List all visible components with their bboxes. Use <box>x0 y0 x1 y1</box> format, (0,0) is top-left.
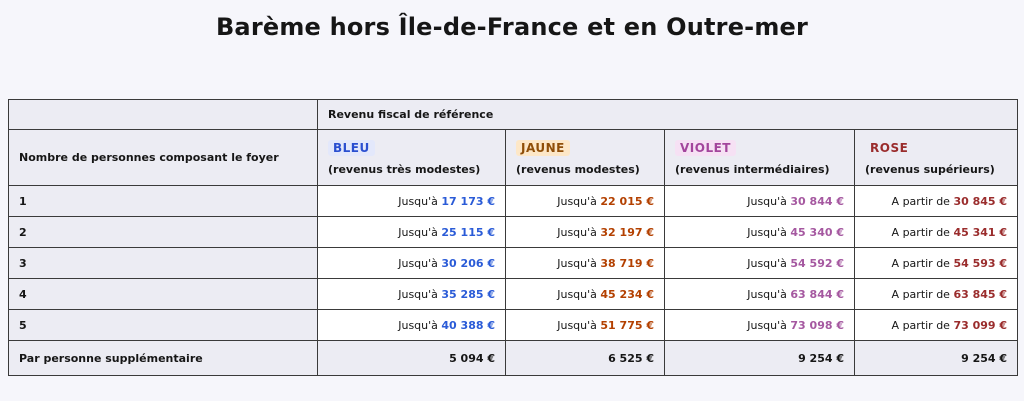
table-row: 4 Jusqu'à 35 285 € Jusqu'à 45 234 € Jusq… <box>8 278 1019 310</box>
cell-prefix: Jusqu'à <box>557 287 597 301</box>
cell-prefix: A partir de <box>891 318 950 332</box>
badge-bleu: BLEU <box>328 139 375 156</box>
row-label: 3 <box>8 247 318 279</box>
category-rose-sub: (revenus supérieurs) <box>865 162 995 176</box>
cell-violet: Jusqu'à 30 844 € <box>664 185 855 217</box>
cell-prefix: Jusqu'à <box>557 256 597 270</box>
footer-value-violet: 9 254 € <box>664 340 855 376</box>
cell-prefix: A partir de <box>891 194 950 208</box>
cell-value: 38 719 € <box>600 256 654 270</box>
cell-violet: Jusqu'à 54 592 € <box>664 247 855 279</box>
row-label: 4 <box>8 278 318 310</box>
cell-value: 54 593 € <box>953 256 1008 270</box>
cell-prefix: Jusqu'à <box>747 225 787 239</box>
empty-header-cell <box>8 99 318 130</box>
cell-jaune: Jusqu'à 22 015 € <box>505 185 665 217</box>
cell-value: 40 388 € <box>441 318 495 332</box>
cell-jaune: Jusqu'à 45 234 € <box>505 278 665 310</box>
cell-value: 25 115 € <box>441 225 495 239</box>
cell-value: 63 844 € <box>790 287 844 301</box>
table-footer-row: Par personne supplémentaire 5 094 € 6 52… <box>8 340 1019 376</box>
cell-prefix: Jusqu'à <box>398 256 438 270</box>
category-bleu: BLEU (revenus très modestes) <box>317 129 506 186</box>
header-revenu-fiscal: Revenu fiscal de référence <box>316 99 1019 130</box>
badge-rose: ROSE <box>870 140 909 155</box>
cell-bleu: Jusqu'à 30 206 € <box>317 247 506 279</box>
cell-prefix: Jusqu'à <box>398 194 438 208</box>
cell-value: 22 015 € <box>600 194 654 208</box>
cell-prefix: Jusqu'à <box>747 287 787 301</box>
page-title: Barème hors Île-de-France et en Outre-me… <box>215 13 809 41</box>
category-violet-sub: (revenus intermédiaires) <box>675 162 830 176</box>
category-jaune-sub: (revenus modestes) <box>516 162 640 176</box>
row-label: 2 <box>8 216 318 248</box>
table-row: 3 Jusqu'à 30 206 € Jusqu'à 38 719 € Jusq… <box>8 247 1019 279</box>
cell-prefix: Jusqu'à <box>557 225 597 239</box>
table-row: 5 Jusqu'à 40 388 € Jusqu'à 51 775 € Jusq… <box>8 309 1019 341</box>
category-bleu-sub: (revenus très modestes) <box>328 162 481 176</box>
cell-value: 45 341 € <box>953 225 1008 239</box>
cell-bleu: Jusqu'à 40 388 € <box>317 309 506 341</box>
cell-prefix: Jusqu'à <box>557 194 597 208</box>
badge-violet: VIOLET <box>675 139 736 156</box>
cell-bleu: Jusqu'à 25 115 € <box>317 216 506 248</box>
cell-rose: A partir de 30 845 € <box>853 185 1019 217</box>
cell-prefix: Jusqu'à <box>747 318 787 332</box>
cell-bleu: Jusqu'à 35 285 € <box>317 278 506 310</box>
table-header-row-top: Revenu fiscal de référence <box>8 99 1019 130</box>
cell-prefix: Jusqu'à <box>398 225 438 239</box>
cell-rose: A partir de 63 845 € <box>853 278 1019 310</box>
table-row: 1 Jusqu'à 17 173 € Jusqu'à 22 015 € Jusq… <box>8 185 1019 217</box>
badge-jaune: JAUNE <box>516 139 570 156</box>
cell-bleu: Jusqu'à 17 173 € <box>317 185 506 217</box>
cell-value: 30 844 € <box>790 194 844 208</box>
cell-value: 54 592 € <box>790 256 844 270</box>
cell-jaune: Jusqu'à 51 775 € <box>505 309 665 341</box>
cell-value: 17 173 € <box>441 194 495 208</box>
cell-prefix: Jusqu'à <box>398 287 438 301</box>
cell-jaune: Jusqu'à 38 719 € <box>505 247 665 279</box>
footer-label: Par personne supplémentaire <box>8 340 318 376</box>
cell-rose: A partir de 45 341 € <box>853 216 1019 248</box>
cell-value: 73 098 € <box>790 318 844 332</box>
row-label: 5 <box>8 309 318 341</box>
income-table: Revenu fiscal de référence Nombre de per… <box>8 99 1019 376</box>
cell-prefix: Jusqu'à <box>557 318 597 332</box>
cell-jaune: Jusqu'à 32 197 € <box>505 216 665 248</box>
footer-value-rose: 9 254 € <box>853 340 1019 376</box>
cell-prefix: A partir de <box>891 256 950 270</box>
cell-prefix: A partir de <box>891 287 950 301</box>
cell-violet: Jusqu'à 63 844 € <box>664 278 855 310</box>
row-label: 1 <box>8 185 318 217</box>
cell-prefix: Jusqu'à <box>398 318 438 332</box>
cell-prefix: A partir de <box>891 225 950 239</box>
category-violet: VIOLET (revenus intermédiaires) <box>664 129 855 186</box>
cell-violet: Jusqu'à 73 098 € <box>664 309 855 341</box>
cell-value: 35 285 € <box>441 287 495 301</box>
footer-value-jaune: 6 525 € <box>505 340 665 376</box>
cell-value: 63 845 € <box>953 287 1008 301</box>
cell-rose: A partir de 54 593 € <box>853 247 1019 279</box>
cell-value: 45 234 € <box>600 287 654 301</box>
cell-rose: A partir de 73 099 € <box>853 309 1019 341</box>
cell-prefix: Jusqu'à <box>747 256 787 270</box>
cell-value: 73 099 € <box>953 318 1008 332</box>
table-header-row-categories: Nombre de personnes composant le foyer B… <box>8 129 1019 186</box>
category-rose: ROSE (revenus supérieurs) <box>853 129 1019 186</box>
table-row: 2 Jusqu'à 25 115 € Jusqu'à 32 197 € Jusq… <box>8 216 1019 248</box>
cell-value: 32 197 € <box>600 225 654 239</box>
cell-value: 30 845 € <box>953 194 1008 208</box>
category-jaune: JAUNE (revenus modestes) <box>505 129 665 186</box>
header-household-size: Nombre de personnes composant le foyer <box>8 129 318 186</box>
cell-value: 51 775 € <box>600 318 654 332</box>
cell-violet: Jusqu'à 45 340 € <box>664 216 855 248</box>
footer-value-bleu: 5 094 € <box>317 340 506 376</box>
cell-value: 30 206 € <box>441 256 495 270</box>
cell-prefix: Jusqu'à <box>747 194 787 208</box>
cell-value: 45 340 € <box>790 225 844 239</box>
